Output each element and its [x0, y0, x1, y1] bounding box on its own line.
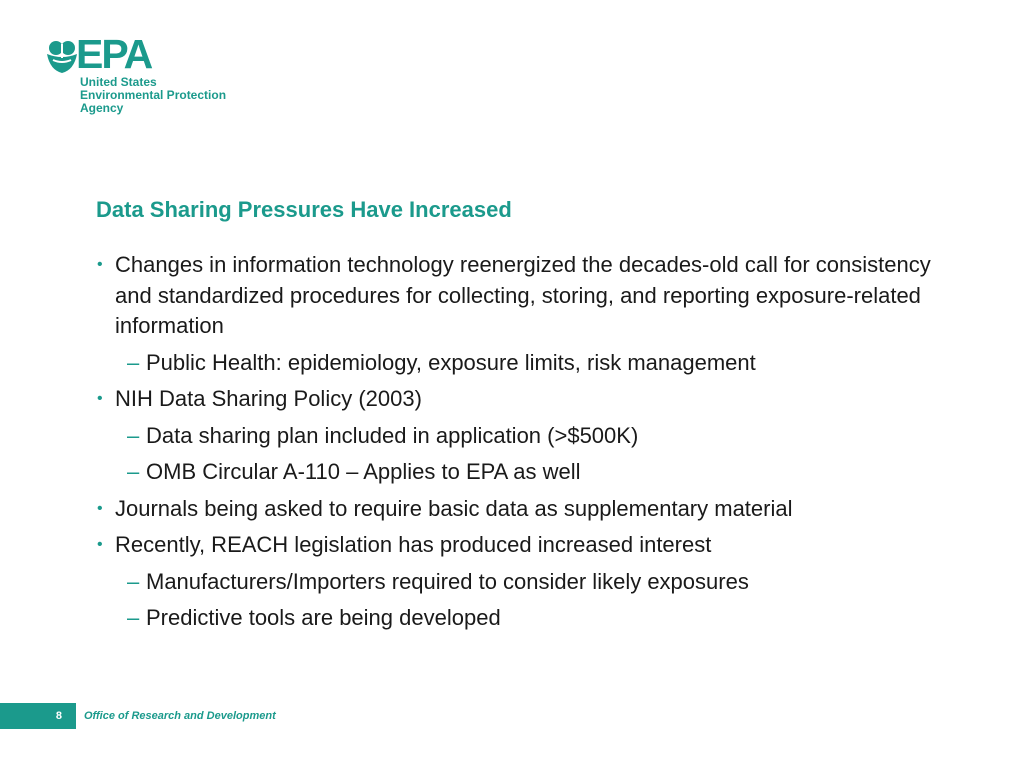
sub-bullet-text: Manufacturers/Importers required to cons…	[146, 568, 749, 594]
slide-title: Data Sharing Pressures Have Increased	[96, 197, 512, 222]
bullet-item: • NIH Data Sharing Policy (2003)	[96, 384, 956, 415]
bullet-text: Recently, REACH legislation has produced…	[115, 532, 712, 557]
bullet-text: Journals being asked to require basic da…	[115, 495, 793, 521]
sub-bullet-text: Public Health: epidemiology, exposure li…	[146, 349, 756, 375]
epa-wordmark: EPA	[76, 31, 153, 77]
footer-accent-bar	[0, 703, 76, 729]
sub-bullet-text: Data sharing plan included in applicatio…	[146, 422, 639, 448]
sub-bullet-marker: –	[127, 568, 140, 594]
agency-name-line: Environmental Protection	[80, 88, 227, 102]
epa-flower-logo-icon	[47, 41, 77, 73]
bullet-item: • Changes in information technology reen…	[96, 250, 956, 342]
bullet-marker: •	[97, 390, 103, 407]
bullet-list: • Changes in information technology reen…	[96, 250, 956, 640]
agency-name-line: Agency	[80, 101, 124, 115]
agency-name-line: United States	[80, 75, 157, 89]
bullet-marker: •	[97, 536, 103, 553]
sub-bullet-item: – Data sharing plan included in applicat…	[96, 421, 956, 452]
sub-bullet-text: OMB Circular A-110 – Applies to EPA as w…	[146, 459, 581, 484]
epa-logo: EPA United States Environmental Protecti…	[44, 31, 244, 116]
bullet-item: • Recently, REACH legislation has produc…	[96, 530, 956, 561]
sub-bullet-item: – Public Health: epidemiology, exposure …	[96, 348, 956, 379]
sub-bullet-item: – Predictive tools are being developed	[96, 603, 956, 634]
sub-bullet-marker: –	[127, 422, 140, 448]
sub-bullet-item: – Manufacturers/Importers required to co…	[96, 567, 956, 598]
sub-bullet-marker: –	[127, 349, 140, 375]
bullet-text: NIH Data Sharing Policy (2003)	[115, 386, 422, 411]
sub-bullet-text: Predictive tools are being developed	[146, 605, 501, 630]
bullet-item: • Journals being asked to require basic …	[96, 494, 956, 525]
bullet-text: Changes in information technology reener…	[115, 252, 931, 338]
sub-bullet-item: – OMB Circular A-110 – Applies to EPA as…	[96, 457, 956, 488]
sub-bullet-marker: –	[127, 605, 140, 630]
sub-bullet-marker: –	[127, 459, 140, 484]
footer-office-name: Office of Research and Development	[84, 710, 276, 722]
bullet-marker: •	[97, 499, 103, 517]
agency-name: United States Environmental Protection A…	[80, 76, 226, 115]
page-number: 8	[55, 710, 62, 722]
bullet-marker: •	[97, 256, 103, 273]
